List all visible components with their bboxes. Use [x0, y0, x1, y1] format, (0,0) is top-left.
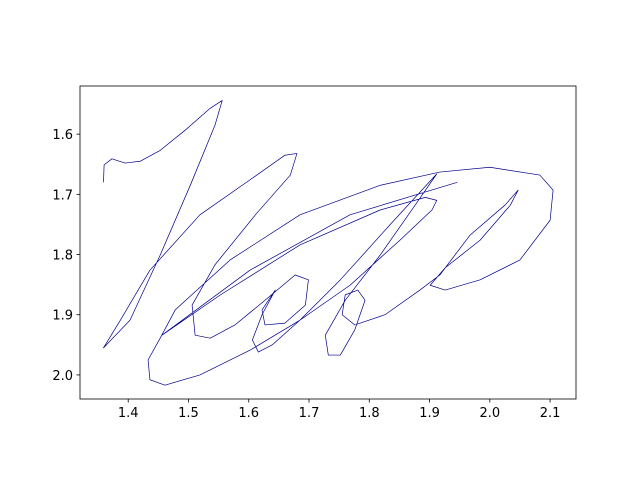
x-tick-label: 1.4 — [118, 406, 139, 421]
x-tick-label: 1.8 — [359, 406, 380, 421]
y-tick-label: 1.7 — [52, 188, 73, 203]
line — [103, 100, 554, 386]
x-tick-label: 1.5 — [178, 406, 199, 421]
y-tick-label: 1.8 — [52, 249, 73, 264]
x-tick-label: 1.9 — [419, 406, 440, 421]
y-tick-label: 1.6 — [52, 128, 73, 143]
x-tick-label: 2.0 — [479, 406, 500, 421]
x-tick-label: 1.7 — [299, 406, 320, 421]
x-tick-label: 1.6 — [238, 406, 259, 421]
axes-frame — [79, 85, 577, 400]
y-tick-label: 2.0 — [52, 369, 73, 384]
x-tick-label: 2.1 — [540, 406, 561, 421]
y-tick-label: 1.9 — [52, 309, 73, 324]
